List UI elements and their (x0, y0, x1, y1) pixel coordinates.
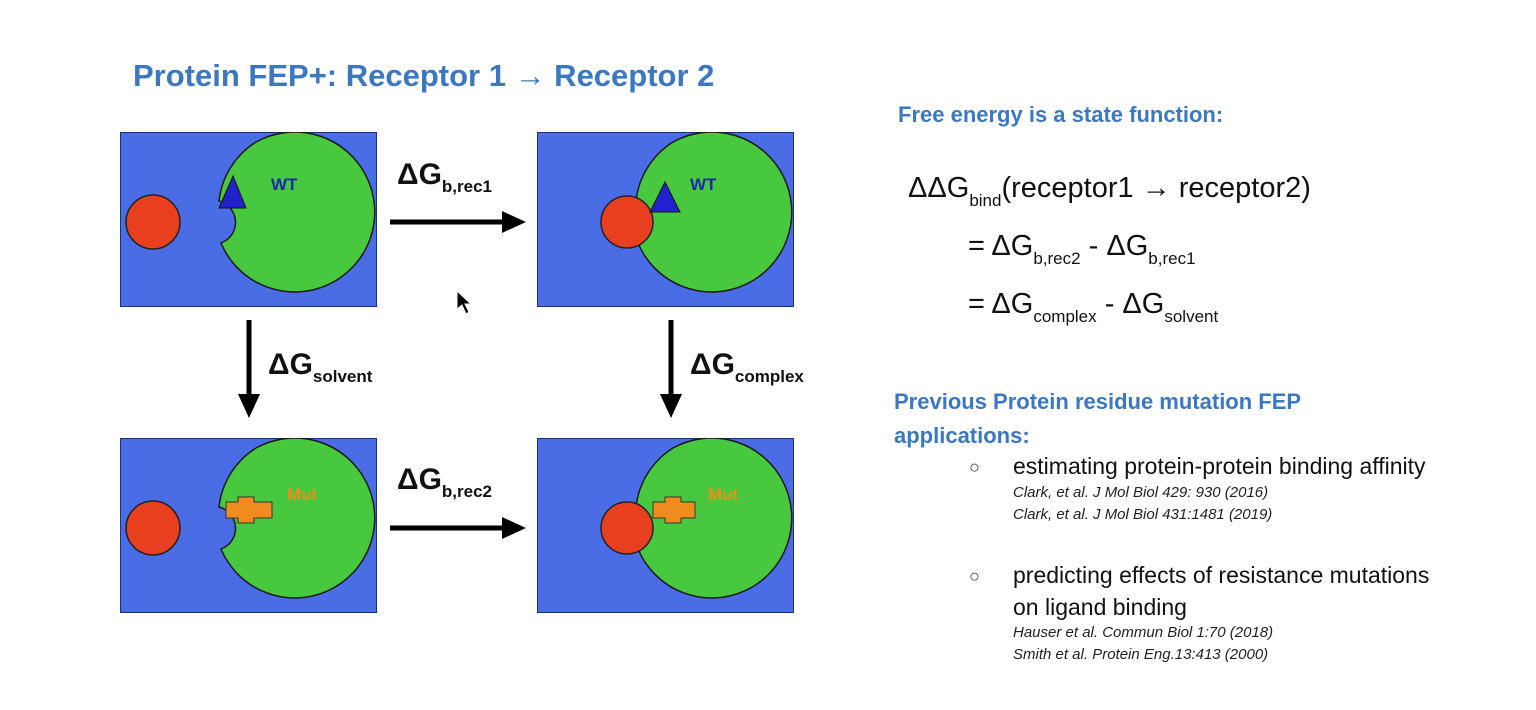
dg-complex-label: ΔGcomplex (690, 348, 804, 386)
state-function-heading: Free energy is a state function: (898, 102, 1224, 127)
ligand-shape (600, 195, 654, 249)
equation-line-2: = ΔGb,rec2 - ΔGb,rec1 (968, 230, 1196, 268)
slide-title: Protein FEP+: Receptor 1 → Receptor 2 (133, 58, 715, 93)
bullet-circle-icon: ○ (969, 457, 980, 477)
arrow-right-top (390, 211, 526, 233)
ligand-shape (125, 194, 181, 250)
mut-label: Mut (708, 485, 739, 504)
dg-rec2-label: ΔGb,rec2 (397, 463, 492, 501)
mut-label: Mut (287, 485, 318, 504)
wt-label: WT (690, 175, 717, 194)
bullet-2-text-line1: predicting effects of resistance mutatio… (1013, 562, 1430, 588)
dg-rec1-label: ΔGb,rec1 (397, 158, 492, 196)
receptor-shape (218, 438, 376, 599)
previous-applications-heading-line1: Previous Protein residue mutation FEP (894, 389, 1302, 414)
arrow-down-right (660, 320, 682, 418)
bullet-2-ref-1: Hauser et al. Commun Biol 1:70 (2018) (1013, 624, 1274, 641)
bullet-2-ref-2: Smith et al. Protein Eng.13:413 (2000) (1013, 646, 1269, 663)
panel-receptor1-unbound: WT (120, 132, 377, 307)
ligand-shape (125, 500, 181, 556)
wt-residue-shape (218, 174, 247, 209)
equation-line-1: ΔΔGbind(receptor1 → receptor2) (908, 172, 1311, 210)
ligand-shape (600, 501, 654, 555)
mut-residue-shape (225, 496, 273, 524)
wt-label: WT (271, 175, 298, 194)
bullet-1-text: estimating protein-protein binding affin… (1013, 453, 1426, 479)
mut-residue-shape (652, 496, 696, 524)
mouse-pointer-icon (456, 290, 473, 315)
dg-solvent-label: ΔGsolvent (268, 348, 373, 386)
bullet-1-ref-1: Clark, et al. J Mol Biol 429: 930 (2016) (1013, 484, 1269, 501)
arrow-down-left (238, 320, 260, 418)
wt-residue-shape (649, 180, 681, 213)
arrow-right-bottom (390, 517, 526, 539)
bullet-1-ref-2: Clark, et al. J Mol Biol 431:1481 (2019) (1013, 506, 1273, 523)
receptor-shape (218, 132, 376, 293)
bullet-circle-icon: ○ (969, 566, 980, 586)
panel-receptor2-bound: Mut (537, 438, 794, 613)
panel-receptor2-unbound: Mut (120, 438, 377, 613)
equation-line-3: = ΔGcomplex - ΔGsolvent (968, 288, 1219, 326)
bullet-2-text-line2: on ligand binding (1013, 594, 1187, 620)
previous-applications-heading-line2: applications: (894, 423, 1030, 448)
panel-receptor1-bound: WT (537, 132, 794, 307)
